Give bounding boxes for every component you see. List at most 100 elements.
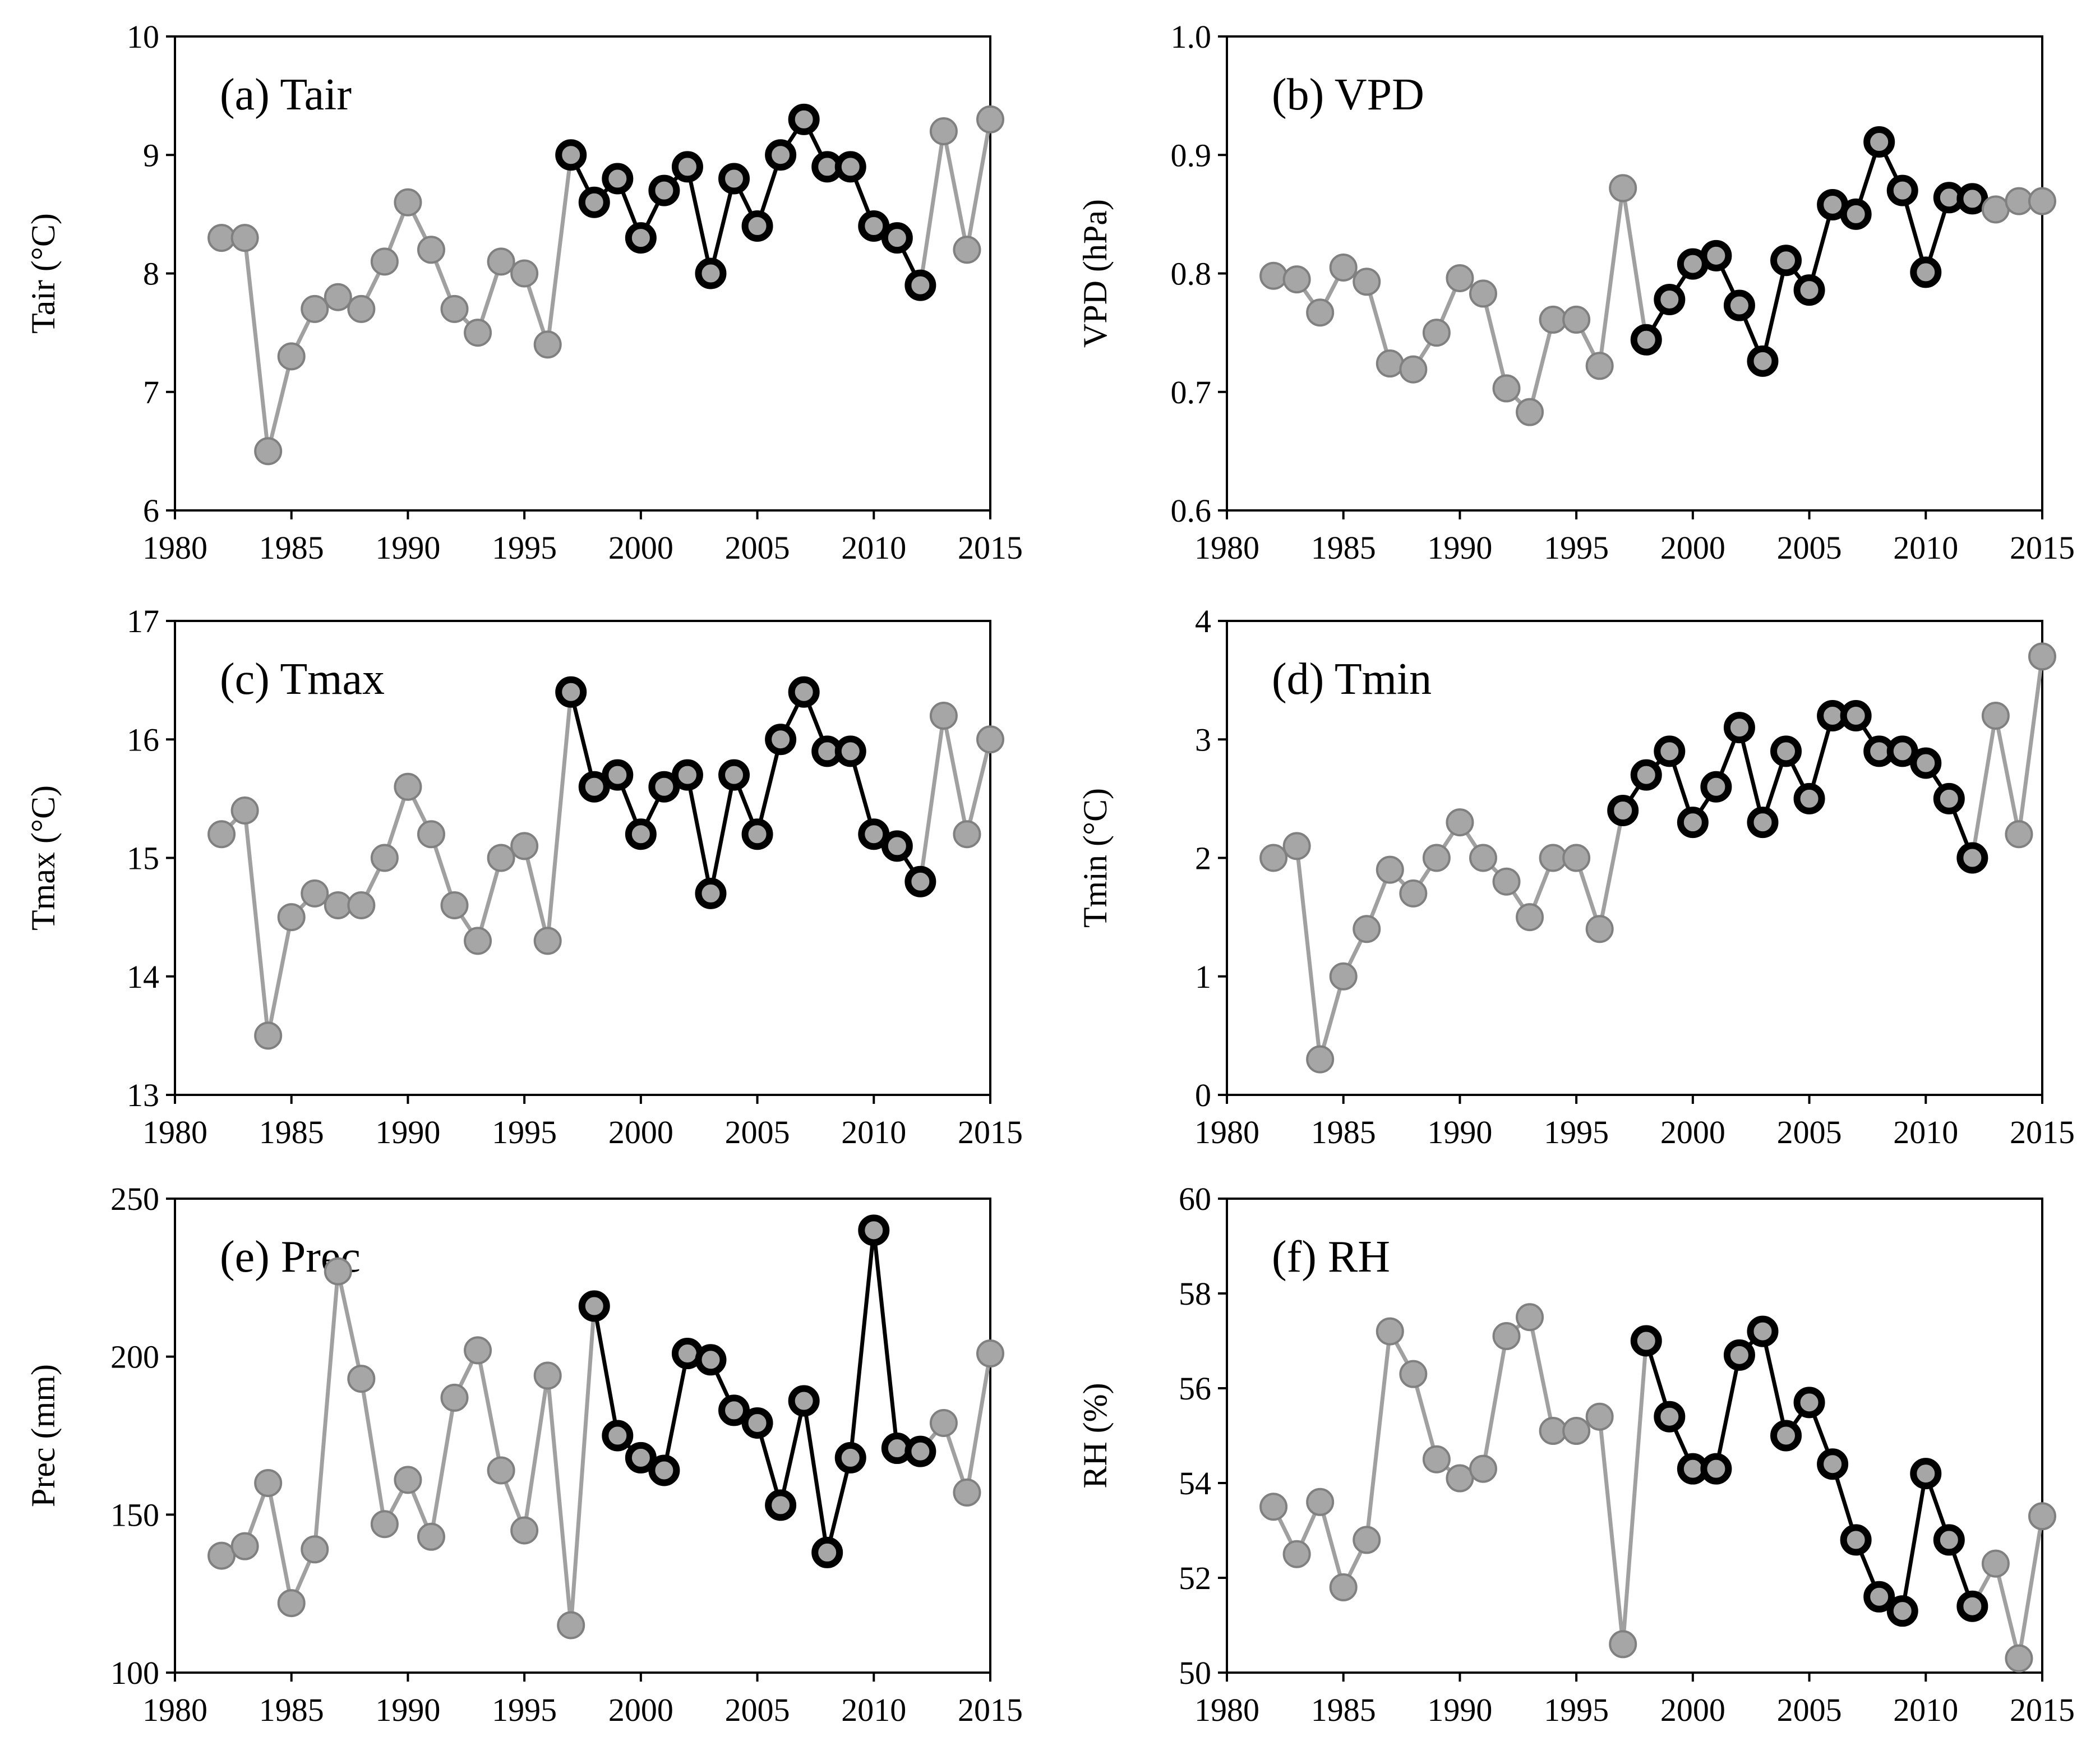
- data-point: [1306, 298, 1335, 327]
- data-point: [1723, 289, 1755, 321]
- data-point: [718, 1394, 750, 1426]
- y-tick-label: 0.8: [1171, 256, 1212, 292]
- data-point: [1376, 1317, 1404, 1346]
- data-point: [1539, 844, 1567, 872]
- data-point: [254, 1469, 283, 1497]
- x-tick-label: 1985: [259, 529, 324, 566]
- data-point: [765, 724, 797, 756]
- data-point: [788, 103, 820, 135]
- y-tick-label: 17: [127, 603, 159, 639]
- data-point: [301, 294, 329, 323]
- series-line-highlight: [569, 117, 922, 287]
- data-point: [1469, 844, 1497, 872]
- panel-rh: 50 52 54 56 58 60 1980 1985 1990 1995 2000 2005 2010…: [1077, 1181, 2075, 1728]
- y-axis-title: Tair (°C): [25, 213, 62, 334]
- data-point: [1863, 1581, 1895, 1613]
- data-point: [1329, 253, 1358, 282]
- x-tick-label: 2015: [958, 1692, 1023, 1728]
- x-tick-label: 1980: [1194, 529, 1259, 566]
- x-tick-label: 1985: [259, 1692, 324, 1728]
- panel-prec: 100 150 200 250 1980 1985 1990 1995 2000 2005 2010…: [25, 1181, 1023, 1728]
- data-point: [1700, 771, 1732, 803]
- data-point: [347, 891, 376, 919]
- x-tick-label: 1990: [375, 529, 440, 566]
- data-point: [648, 771, 680, 803]
- x-tick-label: 2015: [2010, 1114, 2075, 1150]
- x-tick-label: 1990: [375, 1114, 440, 1150]
- data-point: [929, 702, 958, 730]
- y-tick-label: 10: [127, 19, 159, 55]
- series-line-highlight: [592, 1228, 921, 1555]
- data-point: [1516, 903, 1544, 932]
- y-axis-title: Tmax (°C): [25, 785, 62, 931]
- data-point: [1306, 1045, 1335, 1074]
- data-point: [207, 1541, 236, 1570]
- y-tick-label: 150: [110, 1496, 159, 1533]
- data-point: [834, 735, 866, 767]
- data-point: [1770, 1420, 1802, 1452]
- data-point: [254, 1021, 283, 1050]
- x-tick-label: 2010: [841, 529, 906, 566]
- x-tick-label: 1980: [142, 1114, 207, 1150]
- data-point: [976, 105, 1004, 133]
- data-point: [1469, 1454, 1497, 1483]
- panel-title: (d) Tmin: [1272, 655, 1432, 704]
- data-point: [1446, 1464, 1474, 1493]
- data-point: [976, 1339, 1004, 1368]
- data-point: [1399, 879, 1428, 908]
- data-point: [1329, 962, 1358, 991]
- x-tick-label: 1985: [1311, 529, 1376, 566]
- data-point: [207, 820, 236, 849]
- data-point: [1282, 265, 1311, 294]
- data-point: [370, 844, 399, 872]
- panel-tmax: 13 14 15 16 17 1980 1985 1990 1995 2000 2005 2010 20…: [25, 603, 1023, 1150]
- panel-vpd: 0.6 0.7 0.8 0.9 1.0 1980 1985 1990 1995 2000 2005 2…: [1077, 19, 2075, 566]
- data-point: [1282, 832, 1311, 860]
- data-point: [277, 342, 306, 371]
- series-line-after: [918, 119, 993, 286]
- y-tick-label: 54: [1179, 1465, 1211, 1502]
- data-point: [1981, 702, 2010, 730]
- data-point: [788, 1385, 820, 1417]
- data-point: [1353, 1526, 1381, 1554]
- data-point: [1700, 1453, 1732, 1485]
- data-point: [301, 879, 329, 908]
- data-point: [858, 1214, 890, 1246]
- data-point: [741, 210, 773, 242]
- data-point: [1910, 747, 1942, 779]
- y-tick-label: 0.6: [1171, 492, 1212, 529]
- data-point: [1630, 1325, 1662, 1357]
- x-tick-label: 1985: [1311, 1692, 1376, 1728]
- data-point: [2005, 820, 2033, 849]
- data-point: [881, 222, 913, 254]
- data-point: [1933, 1524, 1965, 1556]
- data-point: [625, 818, 657, 850]
- data-point: [1376, 855, 1404, 884]
- data-point: [1446, 808, 1474, 837]
- data-point: [1539, 1417, 1567, 1445]
- data-point: [904, 269, 936, 301]
- data-point: [953, 1478, 981, 1507]
- data-point: [1539, 305, 1567, 334]
- data-point: [1886, 174, 1918, 206]
- data-point: [1609, 1630, 1637, 1659]
- data-point: [277, 1589, 306, 1618]
- data-point: [464, 1336, 492, 1365]
- series-line-after: [1970, 1516, 2044, 1661]
- y-tick-label: 0.9: [1171, 137, 1212, 173]
- x-tick-label: 2015: [2010, 1692, 2075, 1728]
- data-point: [904, 1435, 936, 1467]
- x-tick-label: 1995: [492, 529, 557, 566]
- series-line-after: [1970, 656, 2044, 859]
- x-tick-label: 1995: [1544, 1692, 1609, 1728]
- series-line-before: [1273, 186, 1649, 415]
- data-point: [718, 759, 750, 791]
- data-point: [1353, 915, 1381, 943]
- data-point: [370, 247, 399, 276]
- data-point: [1817, 1448, 1849, 1480]
- y-tick-label: 100: [110, 1655, 159, 1691]
- data-point: [1609, 174, 1637, 202]
- data-point: [648, 1454, 680, 1486]
- data-point: [1933, 782, 1965, 814]
- x-tick-label: 2010: [1893, 1692, 1958, 1728]
